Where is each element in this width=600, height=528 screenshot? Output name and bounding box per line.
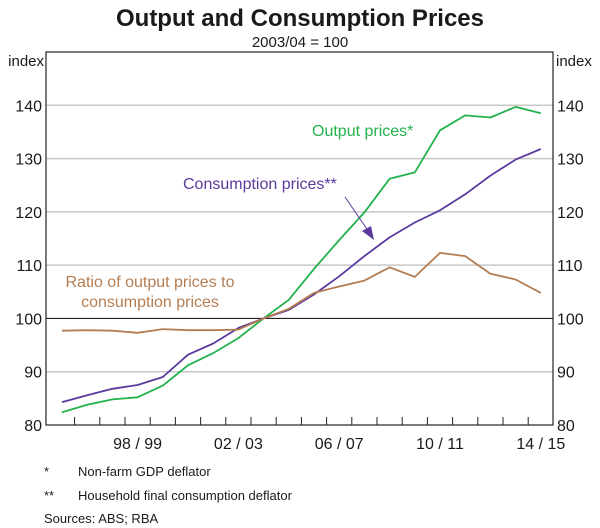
label-consumption-prices: Consumption prices**: [183, 176, 337, 193]
sources: Sources: ABS; RBA: [44, 511, 159, 526]
y-tick-label-left: 110: [16, 258, 42, 275]
y-tick-label-left: 80: [24, 418, 42, 435]
label-output-prices: Output prices*: [312, 123, 413, 140]
y-axis-label-right: index: [556, 53, 592, 70]
y-tick-label-right: 120: [557, 205, 584, 222]
y-tick-label-right: 80: [557, 418, 575, 435]
label-ratio-line2: consumption prices: [81, 294, 219, 311]
consumption-arrow: [344, 196, 370, 233]
y-tick-label-left: 120: [15, 205, 42, 222]
y-tick-label-right: 110: [557, 258, 583, 275]
plot-frame: [45, 51, 554, 426]
x-tick-label: 10 / 11: [416, 436, 464, 453]
y-tick-label-right: 100: [557, 311, 584, 328]
y-axis-label-left: index: [8, 53, 44, 70]
y-tick-label-left: 90: [24, 365, 42, 382]
y-tick-label-left: 100: [15, 311, 42, 328]
chart-subtitle: 2003/04 = 100: [252, 34, 348, 51]
x-tick-label: 02 / 03: [214, 436, 263, 453]
footnote-2: ** Household final consumption deflator: [44, 488, 292, 503]
x-tick-label: 98 / 99: [113, 436, 162, 453]
label-ratio-line1: Ratio of output prices to: [66, 274, 235, 291]
series-line-2: [61, 251, 542, 334]
series-line-1: [61, 148, 542, 403]
series-line-0: [61, 106, 542, 414]
arrow-head-icon: [362, 226, 374, 240]
footnote-text: Non-farm GDP deflator: [78, 464, 211, 479]
y-tick-label-right: 130: [557, 152, 584, 169]
y-tick-label-left: 140: [15, 98, 42, 115]
x-tick-label: 14 / 15: [516, 436, 565, 453]
footnote-text: Household final consumption deflator: [78, 488, 292, 503]
chart-title: Output and Consumption Prices: [116, 5, 484, 32]
x-tick-label: 06 / 07: [315, 436, 364, 453]
footnote-mark: **: [44, 488, 55, 503]
y-tick-label-left: 130: [15, 152, 42, 169]
footnote-mark: *: [44, 464, 50, 479]
y-tick-label-right: 140: [557, 98, 584, 115]
y-tick-label-right: 90: [557, 365, 575, 382]
footnote-1: * Non-farm GDP deflator: [44, 464, 211, 479]
